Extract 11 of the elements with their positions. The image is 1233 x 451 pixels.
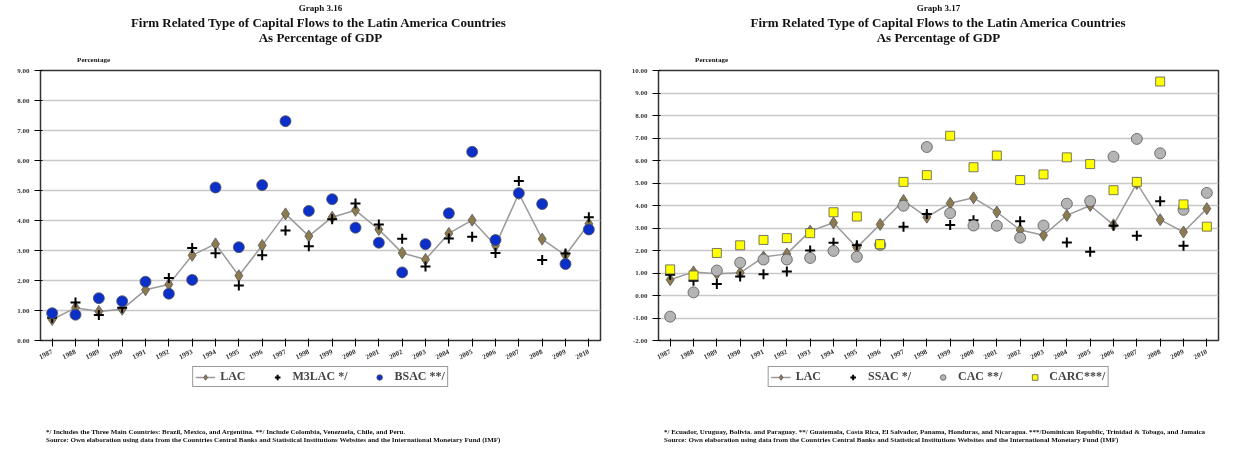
- legend-label: LAC: [795, 369, 821, 384]
- chart-subtitle: Firm Related Type of Capital Flows to the Latin America Countries As Percentage of GDP: [130, 15, 506, 45]
- legend-label: CARC***/: [1049, 369, 1106, 384]
- legend-label: BSAC **/: [394, 369, 445, 384]
- chart-subtitle: Firm Related Type of Capital Flows to the Latin America Countries As Percentage of GDP: [750, 15, 1126, 45]
- legend-label: SSAC */: [867, 369, 912, 384]
- chart-title: Graph 3.16: [298, 2, 343, 13]
- legend-label: LAC: [220, 369, 246, 384]
- chart-title: Graph 3.17: [916, 2, 961, 13]
- legend-label: CAC **/: [958, 369, 1003, 384]
- legend-label: M3LAC */: [292, 369, 348, 384]
